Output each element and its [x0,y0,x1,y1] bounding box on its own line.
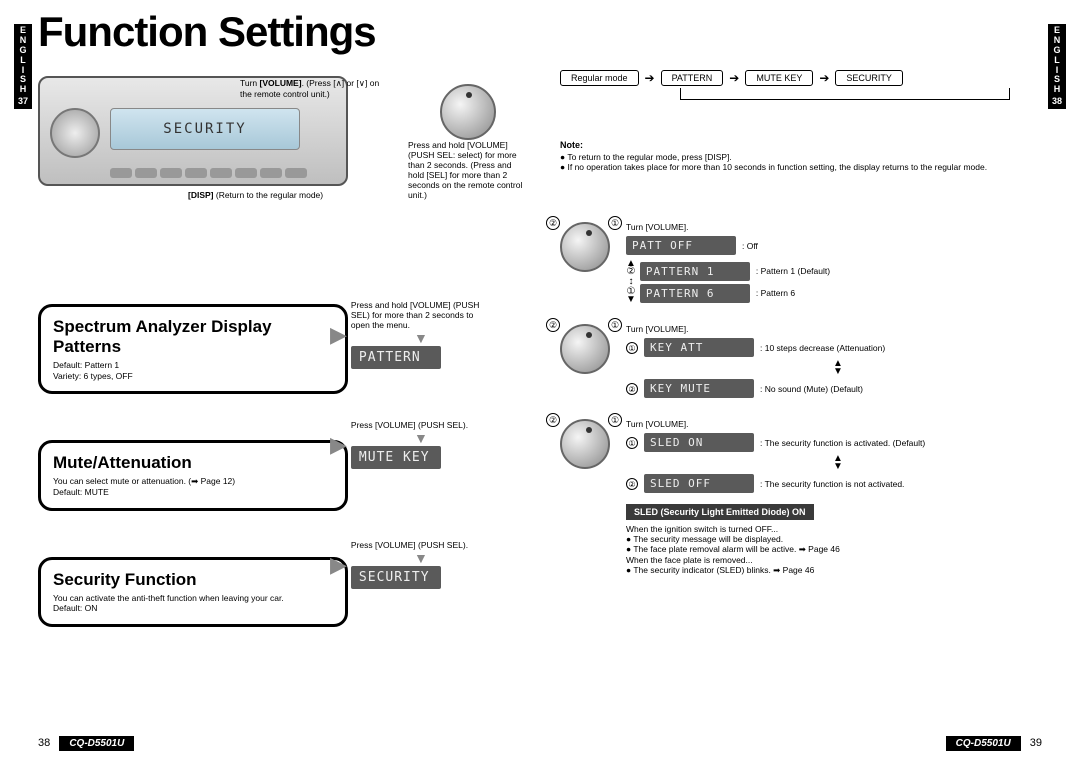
lcd-display: SECURITY [351,566,441,589]
section-body: You can select mute or attenuation. (➡ P… [53,476,333,497]
lcd-display: MUTE KEY [351,446,441,469]
section-title: Spectrum Analyzer Display Patterns [53,317,333,357]
knob-pushsel-illustration [440,84,496,140]
turn-volume-label: Turn [VOLUME]. [626,419,1050,429]
topnote-pushsel: Press and hold [VOLUME] (PUSH SEL: selec… [408,140,528,200]
lcd-display: KEY ATT [644,338,754,357]
flow-mutekey: ▶ Press [VOLUME] (PUSH SEL). ▼ MUTE KEY [330,420,491,469]
setting-security: ① ② Turn [VOLUME]. ①SLED ON: The securit… [560,419,1050,576]
section-spectrum: Spectrum Analyzer Display Patterns Defau… [38,304,348,394]
mode-return-line [680,88,1010,100]
stereo-buttons-icon [110,168,307,178]
mode-mutekey: MUTE KEY [745,70,813,86]
updown-icon: ▲▼ [626,455,1050,471]
setting-pattern: ① ② Turn [VOLUME]. PATT OFF: Off ▲②↕①▼ P… [560,222,1050,306]
lcd-display: PATT OFF [626,236,736,255]
flow-pattern: ▶ Press and hold [VOLUME] (PUSH SEL) for… [330,300,491,369]
footer-left: 38 CQ-D5501U [38,736,140,751]
model-badge: CQ-D5501U [946,736,1021,751]
section-title: Security Function [53,570,333,590]
page-title: Function Settings [38,8,376,56]
arrow-icon: ▶ [330,552,347,578]
mode-security: SECURITY [835,70,903,86]
lcd-display: PATTERN 6 [640,284,750,303]
mode-regular: Regular mode [560,70,639,86]
footer-right: CQ-D5501U 39 [940,736,1042,751]
knob-icon: ① ② [560,419,616,475]
updown-icon: ▲▼ [626,360,1050,376]
arrow-icon: ▶ [330,432,347,458]
security-detail: When the ignition switch is turned OFF..… [626,524,1050,576]
topnote-volume-turn: Turn [VOLUME]. (Press [∧] or [∨] on the … [240,78,390,99]
note-line: If no operation takes place for more tha… [560,162,1050,172]
lcd-display: SLED OFF [644,474,754,493]
mode-flow-diagram: Regular mode ➔ PATTERN ➔ MUTE KEY ➔ SECU… [560,70,1050,86]
lang-tab-left: E N G L I S H 37 [14,24,32,109]
stereo-screen: SECURITY [110,108,300,150]
lang-tab-right: E N G L I S H 38 [1048,24,1066,109]
lcd-display: PATTERN [351,346,441,369]
lcd-display: KEY MUTE [644,379,754,398]
note-line: To return to the regular mode, press [DI… [560,152,1050,162]
note-block: Note: To return to the regular mode, pre… [560,140,1050,172]
turn-volume-label: Turn [VOLUME]. [626,324,1050,334]
knob-icon: ① ② [560,324,616,380]
sled-heading-bar: SLED (Security Light Emitted Diode) ON [626,504,814,520]
updown-icon: ▲②↕①▼ [626,260,636,304]
section-body: You can activate the anti-theft function… [53,593,333,614]
flow-security: ▶ Press [VOLUME] (PUSH SEL). ▼ SECURITY [330,540,491,589]
setting-mute: ① ② Turn [VOLUME]. ①KEY ATT: 10 steps de… [560,324,1050,401]
section-body: Default: Pattern 1 Variety: 6 types, OFF [53,360,333,381]
turn-volume-label: Turn [VOLUME]. [626,222,1050,232]
model-badge: CQ-D5501U [59,736,134,751]
section-mute: Mute/Attenuation You can select mute or … [38,440,348,510]
lcd-display: PATTERN 1 [640,262,750,281]
arrow-icon: ▶ [330,322,347,348]
section-security: Security Function You can activate the a… [38,557,348,627]
knob-icon: ① ② [560,222,616,278]
mode-pattern: PATTERN [661,70,724,86]
section-title: Mute/Attenuation [53,453,333,473]
lcd-display: SLED ON [644,433,754,452]
stereo-knob-icon [50,108,100,158]
